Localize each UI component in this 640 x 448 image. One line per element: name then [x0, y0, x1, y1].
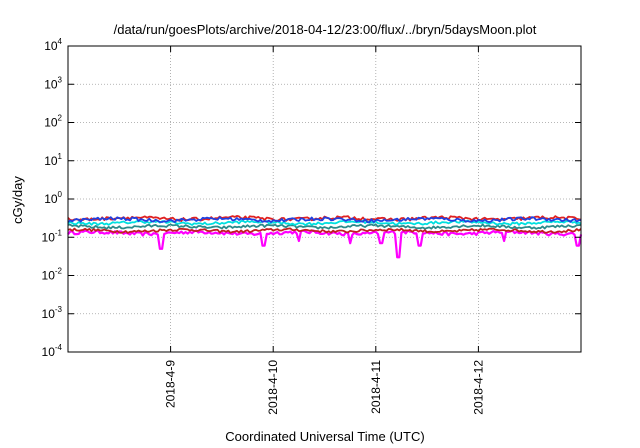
y-tick-label: 10-2 [42, 267, 63, 283]
y-tick-label: 104 [44, 37, 62, 53]
plot-frame [67, 45, 582, 353]
y-tick-label: 10-1 [42, 228, 63, 244]
chart-title: /data/run/goesPlots/archive/2018-04-12/2… [114, 22, 537, 37]
y-tick-label: 10-3 [42, 305, 63, 321]
axis-ticks: 10-4 10-3 10-2 10-1 100 101 102 103 104 2018-4-9 2… [42, 37, 581, 415]
series-line [67, 227, 582, 234]
series-line [67, 229, 583, 259]
series-group [67, 214, 583, 259]
y-tick-label: 101 [44, 152, 62, 168]
y-tick-label: 10-4 [42, 343, 63, 359]
y-axis-label: cGy/day [10, 176, 25, 224]
grid [68, 46, 581, 352]
series-line [67, 223, 582, 230]
series-line [67, 216, 581, 224]
y-tick-label: 100 [44, 190, 62, 206]
x-tick-label: 2018-4-9 [164, 360, 178, 408]
y-tick-label: 102 [44, 114, 62, 130]
x-axis-label: Coordinated Universal Time (UTC) [225, 429, 424, 444]
x-tick-label: 2018-4-12 [471, 360, 485, 415]
y-tick-label: 103 [44, 75, 62, 91]
x-tick-label: 2018-4-10 [266, 360, 280, 415]
x-tick-label: 2018-4-11 [369, 360, 383, 414]
